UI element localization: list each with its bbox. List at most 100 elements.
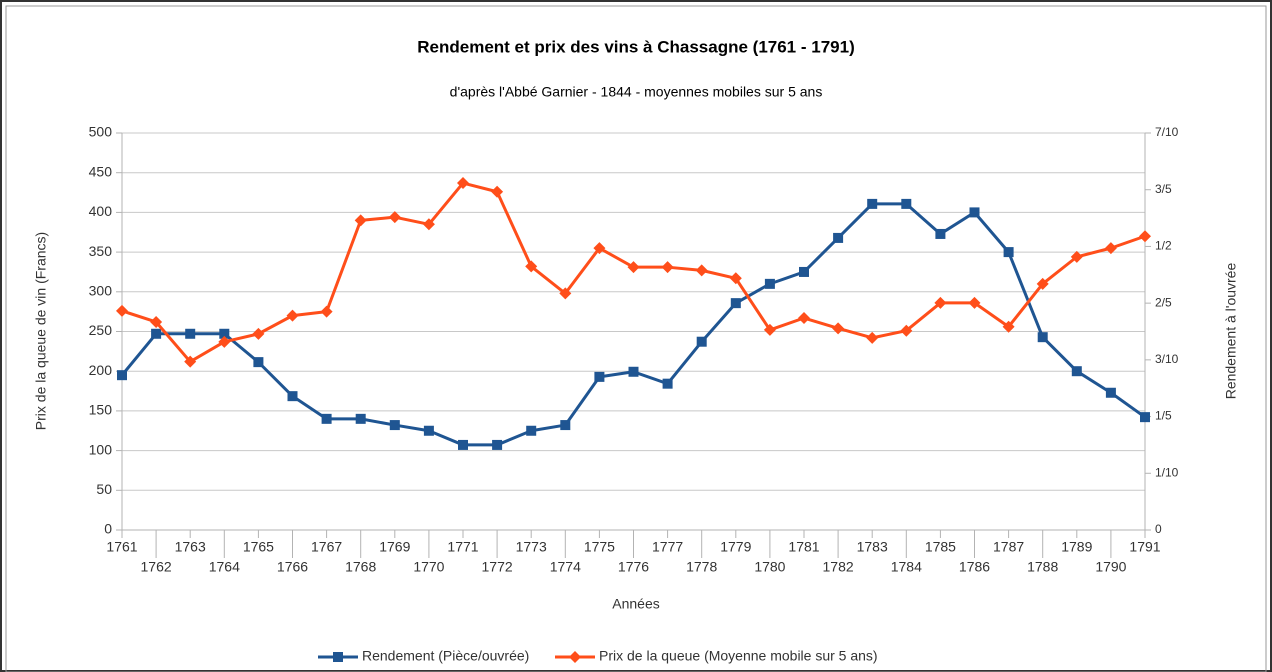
x-tick-label: 1785 [925,539,956,555]
point [286,309,299,322]
point [253,357,264,368]
x-tick-label: 1763 [175,539,206,555]
y2-tick-label: 7/10 [1155,125,1179,139]
y2-tick-label: 1/2 [1155,239,1172,253]
point [117,370,127,381]
point [320,305,333,318]
x-tick-label: 1788 [1027,559,1058,575]
point [696,336,707,347]
x-tick-label: 1784 [891,559,922,575]
x-tick-label: 1769 [379,539,410,555]
y-tick-label: 0 [104,521,112,537]
x-tick-label: 1767 [311,539,342,555]
x-tick-label: 1762 [141,559,172,575]
point [832,322,845,335]
point [1105,387,1116,398]
x-tick-label: 1774 [550,559,581,575]
x-tick-label: 1779 [720,539,751,555]
y-axis-label: Prix de la queue de vin (Francs) [33,232,49,430]
x-tick-label: 1791 [1129,539,1160,555]
inner-frame [5,5,1267,672]
x-tick-label: 1768 [345,559,376,575]
x-tick-label: 1782 [823,559,854,575]
x-tick-label: 1777 [652,539,683,555]
point [1036,277,1049,290]
y2-tick-label: 0 [1155,522,1162,536]
point [1037,332,1048,343]
legend-label: Rendement (Pièce/ouvrée) [362,648,529,664]
point [525,260,538,273]
point [1003,247,1014,258]
point [355,413,366,424]
point [1104,242,1117,255]
point [492,439,503,450]
chart-title: Rendement et prix des vins à Chassagne (… [417,37,854,56]
y-tick-label: 100 [89,441,113,457]
point [764,278,775,289]
legend-label: Prix de la queue (Moyenne mobile sur 5 a… [599,648,878,664]
y2-tick-label: 1/5 [1155,409,1172,423]
x-tick-label: 1778 [686,559,717,575]
y-tick-label: 350 [89,243,113,259]
y2-tick-label: 3/10 [1155,352,1179,366]
point [763,323,776,336]
point [458,439,468,450]
point [798,312,810,325]
point [695,264,708,277]
y-tick-label: 300 [89,283,113,299]
point [559,287,572,300]
point [901,198,912,209]
point [628,366,639,377]
y2-tick-label: 2/5 [1155,295,1172,309]
point [422,218,435,231]
point [594,371,605,382]
point [560,420,571,431]
point [116,304,128,317]
y-tick-label: 400 [89,203,113,219]
point [218,335,231,348]
x-tick-label: 1773 [516,539,547,555]
point [799,266,809,277]
x-tick-label: 1783 [857,539,888,555]
point [866,331,879,344]
point [491,185,504,198]
point [184,355,197,368]
x-tick-label: 1771 [447,539,478,555]
x-tick-label: 1764 [209,559,240,575]
point [457,177,469,190]
point [389,420,400,431]
x-tick-label: 1790 [1095,559,1126,575]
x-tick-label: 1787 [993,539,1024,555]
point [185,328,196,339]
point [1140,412,1150,423]
y-tick-label: 500 [89,124,113,140]
point [287,391,298,402]
x-tick-label: 1766 [277,559,308,575]
point [526,425,537,436]
y-tick-label: 50 [96,481,112,497]
point [1071,366,1082,377]
point [423,425,434,436]
x-axis-label: Années [612,596,659,612]
point [969,207,980,218]
point [661,261,674,274]
x-tick-label: 1780 [754,559,785,575]
y-tick-label: 200 [89,362,113,378]
point [1070,250,1083,263]
point [968,296,981,309]
point [833,232,844,243]
legend-marker [333,652,343,662]
x-tick-label: 1789 [1061,539,1092,555]
chart-subtitle: d'après l'Abbé Garnier - 1844 - moyennes… [450,84,823,100]
point [1002,320,1015,333]
point [867,198,878,209]
x-tick-label: 1781 [788,539,819,555]
x-tick-label: 1770 [413,559,444,575]
point [321,413,332,424]
legend-marker [569,651,581,663]
x-tick-label: 1772 [482,559,513,575]
x-tick-label: 1775 [584,539,615,555]
x-tick-label: 1776 [618,559,649,575]
